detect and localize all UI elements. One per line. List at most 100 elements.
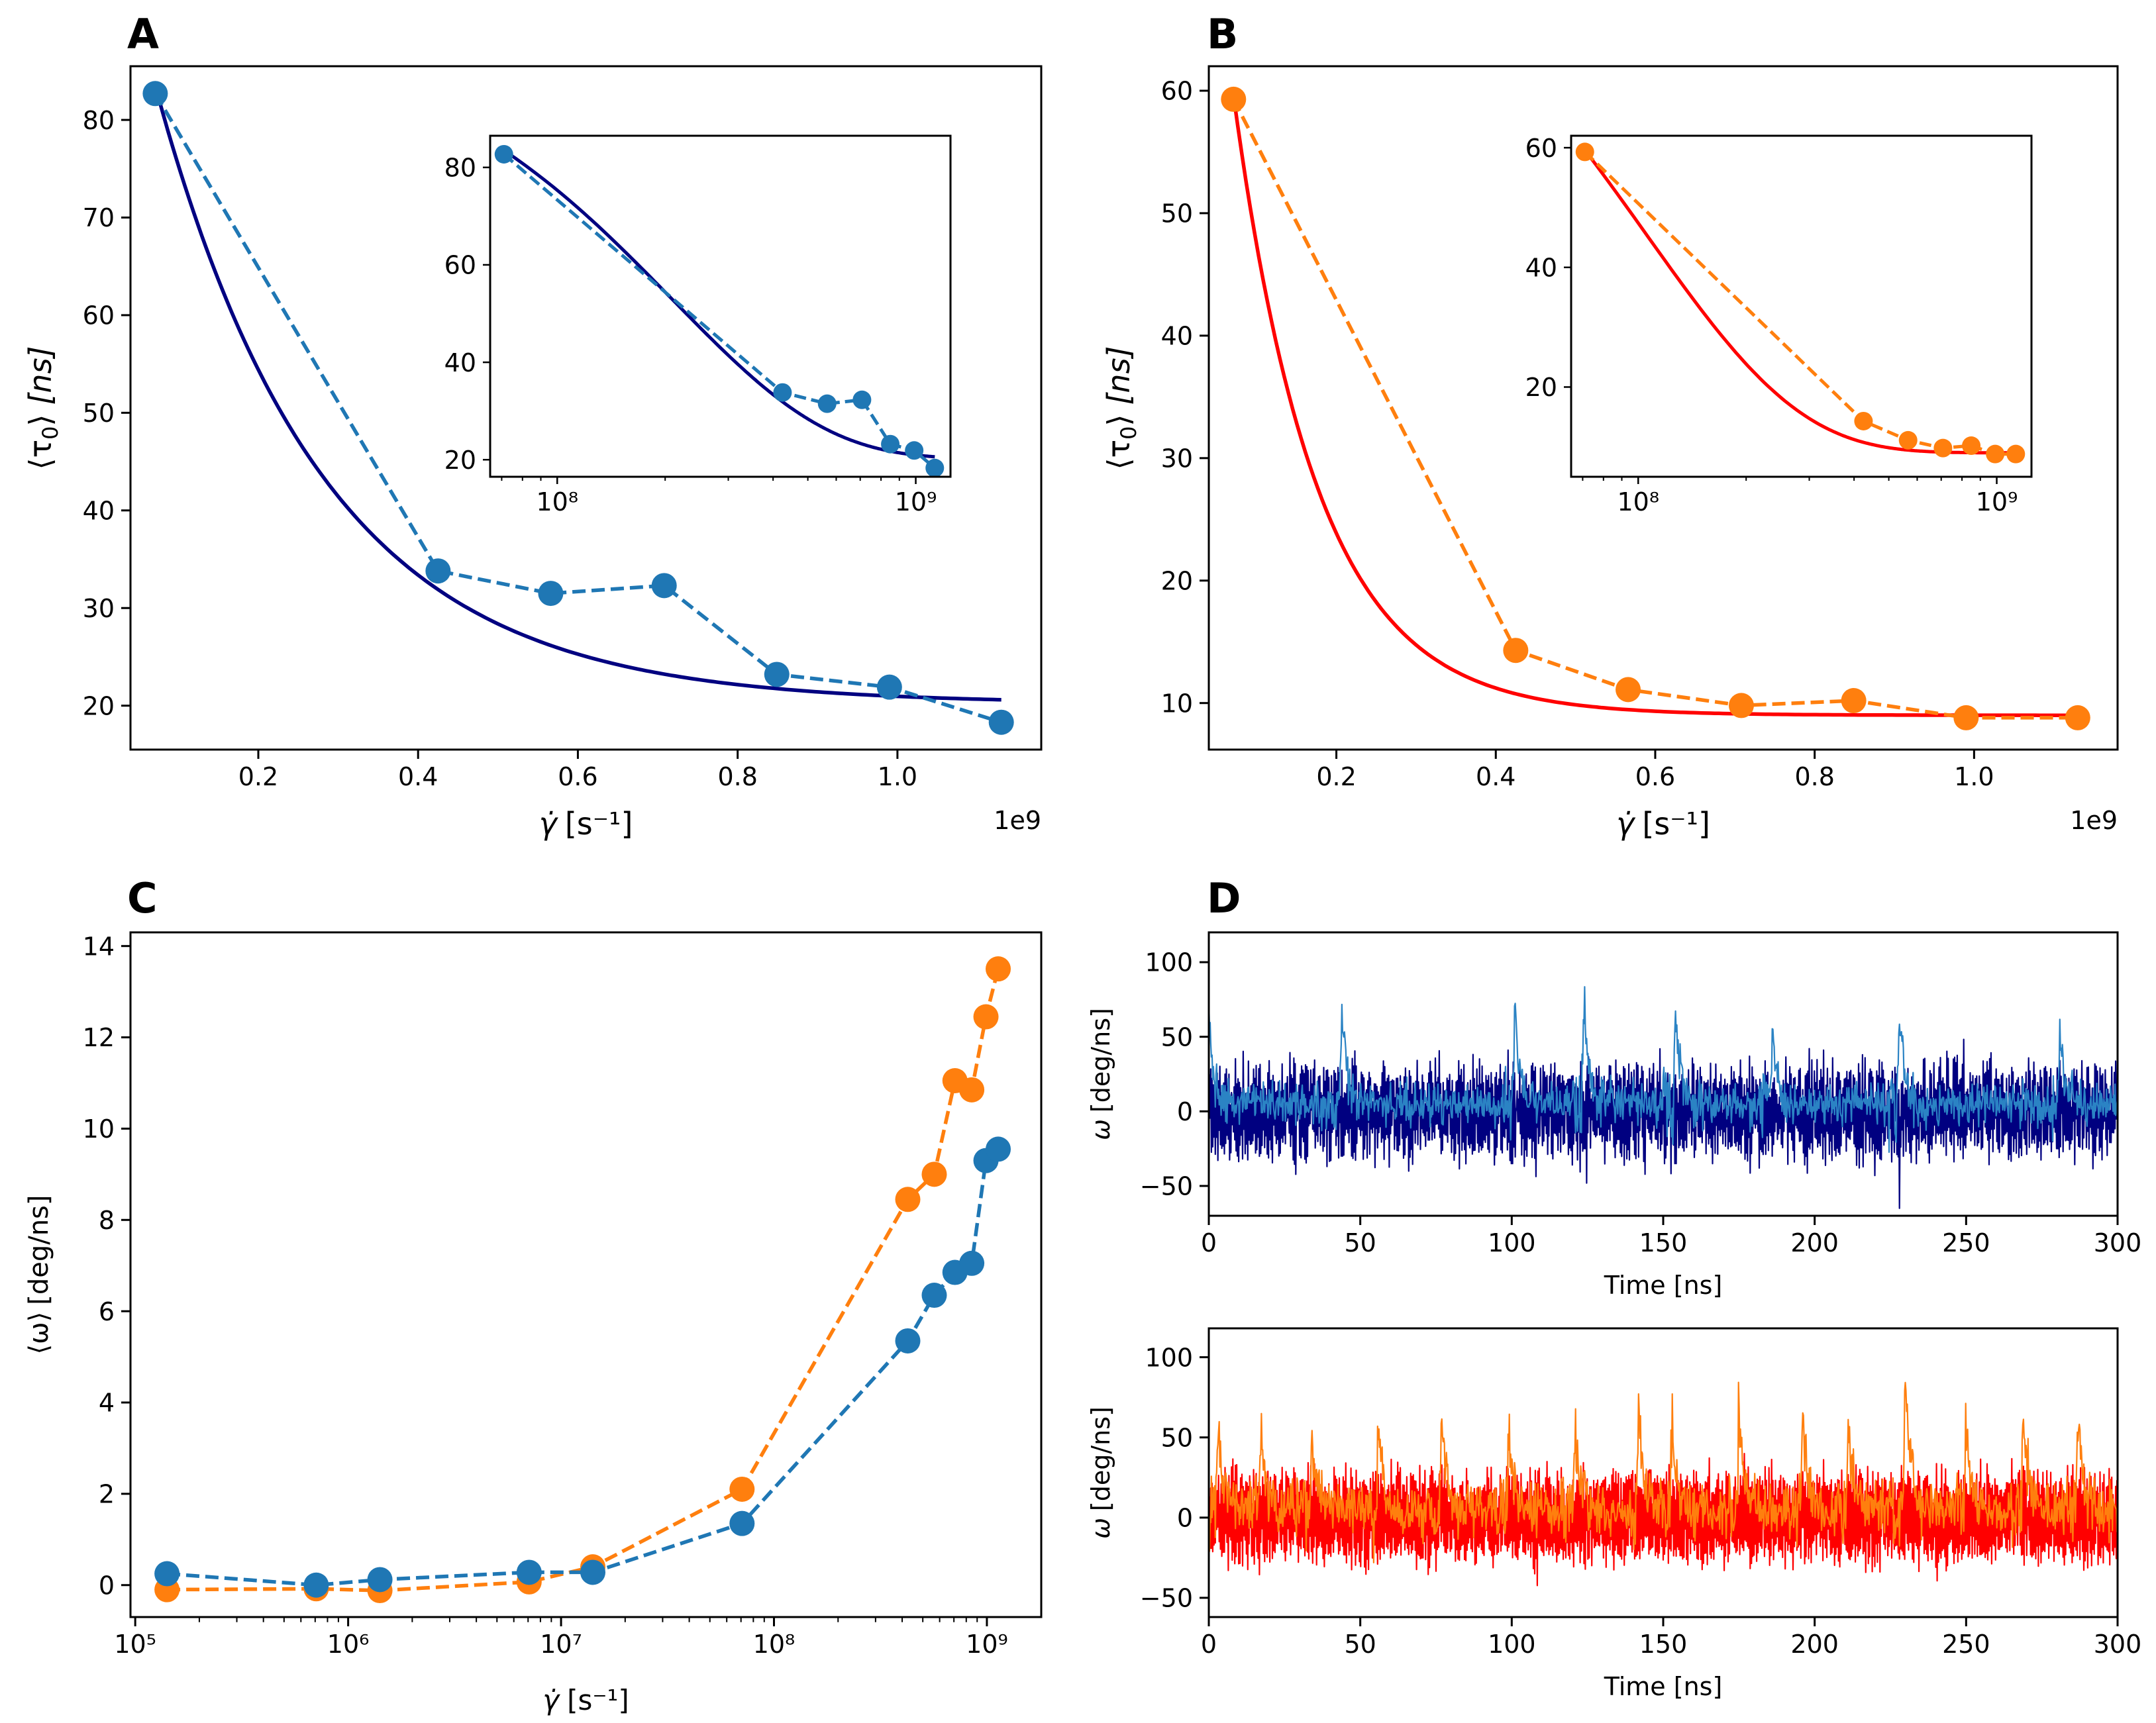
y-tick-label: 0 [99,1571,115,1600]
gamma-unit: [s⁻¹] [565,806,633,842]
x-tick-label: 10⁵ [114,1630,156,1659]
x-scale-offset: 1e9 [994,806,1041,835]
y-tick-label: 0 [1177,1097,1193,1126]
y-tick-label: 14 [83,932,115,961]
x-tick-label: 10⁹ [895,487,937,517]
y-tick-label: 4 [99,1389,115,1418]
x-tick-label: 0.2 [238,762,278,791]
data-point [876,674,902,700]
x-tick-label: 50 [1344,1630,1376,1659]
y-tick-label: 80 [444,154,476,183]
x-tick-label: 10⁸ [536,487,578,517]
x-tick-label: 0.6 [1635,762,1675,791]
inset-data-point [925,458,945,477]
y-axis-label: ⟨ω⟩ [deg/ns] [24,1195,54,1355]
omega-unit: [deg/ns] [24,1195,54,1305]
gamma-unit: [s⁻¹] [567,1684,629,1716]
data-point-blue [895,1328,921,1354]
inset-data-point [852,390,872,409]
y-tick-label: 40 [83,496,115,525]
x-tick-label: 0.8 [1794,762,1834,791]
axes-frame [129,65,1043,751]
y-tick-label: 50 [83,399,115,428]
x-axis-label: γ̇ [s⁻¹] [1616,806,1710,842]
y-axis-label: ⟨τ0⟩ [ns] [1101,346,1141,470]
data-point-blue [367,1567,393,1593]
gamma-unit: [s⁻¹] [1642,806,1710,842]
x-tick-label: 0.6 [558,762,597,791]
panel-letter-d: D [1207,874,1241,922]
plot-area [1221,86,2090,730]
plot-area [142,81,1014,735]
x-tick-label: 0 [1201,1228,1217,1257]
x-tick-label: 10⁹ [1976,487,2018,517]
y-tick-label: 30 [1161,444,1193,473]
tau-open: ⟨τ [1101,440,1137,470]
x-tick-label: 250 [1942,1630,1990,1659]
panel-b: 0.2 0.4 0.6 0.8 1.0 10 20 30 40 50 60 1e9 γ̇ [s⁻¹] ⟨τ0… [1101,65,2119,842]
x-scale-offset: 1e9 [2070,806,2118,835]
tau-sub: 0 [38,426,63,439]
y-tick-label: 40 [1161,322,1193,351]
y-tick-label: 2 [99,1480,115,1509]
x-tick-label: 100 [1488,1228,1536,1257]
data-point-blue [959,1250,985,1276]
y-tick-label: 6 [99,1297,115,1326]
tau-close: ⟩ [1101,415,1137,426]
omega-unit: [deg/ns] [1086,1008,1115,1112]
panel-letter-a: A [127,10,159,58]
omega-unit: [deg/ns] [1086,1406,1115,1511]
panel-c: 10⁵ 10⁶ 10⁷ 10⁸ 10⁹ 0 2 4 6 8 10 12 14 γ̇ [s⁻¹] ⟨ω⟩ [deg… [24,931,1043,1716]
x-tick-label: 200 [1790,1630,1839,1659]
x-axis-label: Time [ns] [1604,1271,1723,1300]
inset-data-point [1933,438,1953,458]
y-tick-label: −50 [1140,1584,1193,1613]
data-point [1503,638,1529,664]
x-tick-label: 0.8 [717,762,757,791]
axes-frame [489,134,952,478]
x-axis-label: Time [ns] [1604,1672,1723,1701]
data-point-blue [154,1561,180,1587]
y-tick-label: 10 [1161,689,1193,718]
inset-data-point [817,394,837,413]
band-trace [1209,1038,2118,1209]
omega-symbol: ⟨ω⟩ [24,1312,54,1355]
x-tick-label: 250 [1942,1228,1990,1257]
x-tick-label: 200 [1790,1228,1839,1257]
x-tick-label: 100 [1488,1630,1536,1659]
y-tick-label: 0 [1177,1504,1193,1533]
data-point [651,573,677,599]
inset-data-point [1854,411,1873,430]
y-tick-label: 40 [444,348,476,377]
tau-sub: 0 [1116,426,1141,439]
x-axis-label: γ̇ [s⁻¹] [539,806,633,842]
tau-unit: [ns] [1101,346,1137,405]
x-tick-label: 0 [1201,1630,1217,1659]
peak-trace [1209,1381,2118,1563]
gamma-symbol: γ̇ [1616,806,1636,842]
axes-frame [1207,931,2119,1217]
x-tick-label: 0.2 [1316,762,1356,791]
data-point [1841,688,1867,714]
y-tick-label: 20 [1161,566,1193,595]
series-line-orange [167,968,1000,1593]
panel-letter-b: B [1207,10,1238,58]
y-tick-label: 20 [444,446,476,475]
inset-data-point [905,441,924,460]
y-tick-label: −50 [1140,1172,1193,1201]
axes-frame [1207,1327,2119,1618]
fit-line [1231,95,2078,717]
x-tick-label: 150 [1639,1228,1688,1257]
y-tick-label: 100 [1145,1343,1193,1372]
plot-area [154,956,1011,1604]
tau-unit: [ns] [23,346,58,405]
panel-d: 0 50 100 150 200 250 300 −50 0 50 100 Time [ns] ω [de… [1086,931,2141,1701]
y-tick-label: 50 [1161,1022,1193,1052]
x-tick-label: 10⁷ [540,1630,582,1659]
data-point-blue [303,1572,329,1598]
y-tick-label: 30 [83,594,115,623]
plot-area [494,144,945,477]
inset-data-point [881,434,900,454]
tau-close: ⟩ [23,415,58,426]
peak-trace [1209,986,2118,1154]
